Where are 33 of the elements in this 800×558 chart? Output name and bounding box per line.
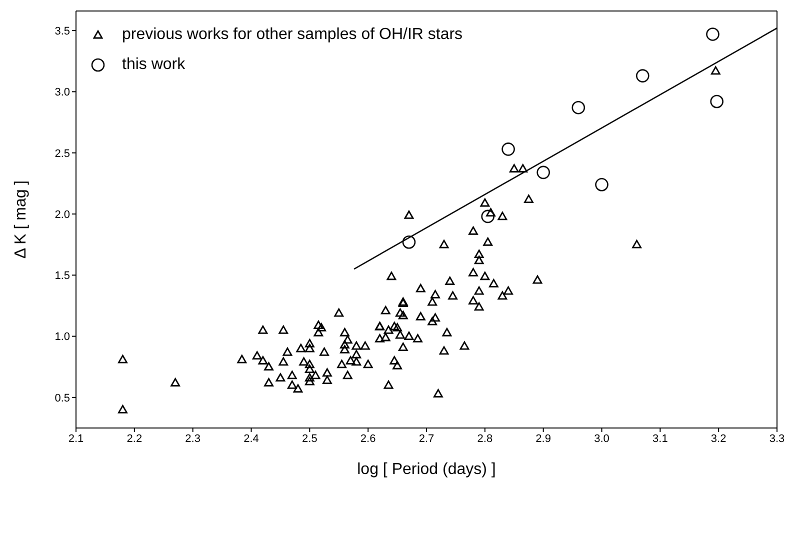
point	[536, 166, 550, 180]
x-tick-label: 2.7	[418, 432, 434, 445]
y-tick-label: 2.0	[54, 208, 70, 221]
y-axis-title: Δ K [ mag ]	[12, 180, 30, 259]
point	[502, 142, 515, 156]
x-tick-label: 2.4	[244, 432, 259, 445]
legend-label: this work	[122, 56, 186, 74]
x-tick-label: 3.3	[769, 432, 785, 445]
x-tick-label: 2.5	[302, 432, 318, 445]
x-tick-label: 2.6	[360, 432, 376, 445]
point	[481, 210, 494, 224]
x-tick-label: 2.1	[68, 432, 84, 445]
x-tick-label: 3.1	[652, 432, 668, 445]
x-tick-label: 3.2	[710, 432, 726, 445]
point	[710, 94, 724, 108]
legend-label: previous works for other samples of OH/IR stars	[122, 26, 463, 44]
y-tick-label: 1.0	[54, 331, 70, 344]
point	[402, 235, 416, 249]
y-tick-label: 3.5	[54, 25, 70, 38]
x-tick-label: 3.0	[594, 432, 610, 445]
point	[636, 69, 650, 82]
point	[595, 178, 608, 192]
x-tick-label: 2.2	[126, 432, 142, 445]
x-tick-label: 2.3	[185, 432, 200, 445]
y-tick-label: 2.5	[54, 148, 70, 160]
y-tick-label: 3.0	[54, 86, 70, 99]
point	[706, 28, 720, 41]
y-tick-label: 0.5	[54, 392, 70, 404]
x-tick-label: 2.9	[536, 432, 551, 445]
y-tick-label: 1.5	[54, 270, 70, 282]
point	[572, 100, 586, 114]
x-tick-label: 2.8	[477, 432, 493, 445]
x-axis-title: log [ Period (days) ]	[357, 461, 496, 478]
